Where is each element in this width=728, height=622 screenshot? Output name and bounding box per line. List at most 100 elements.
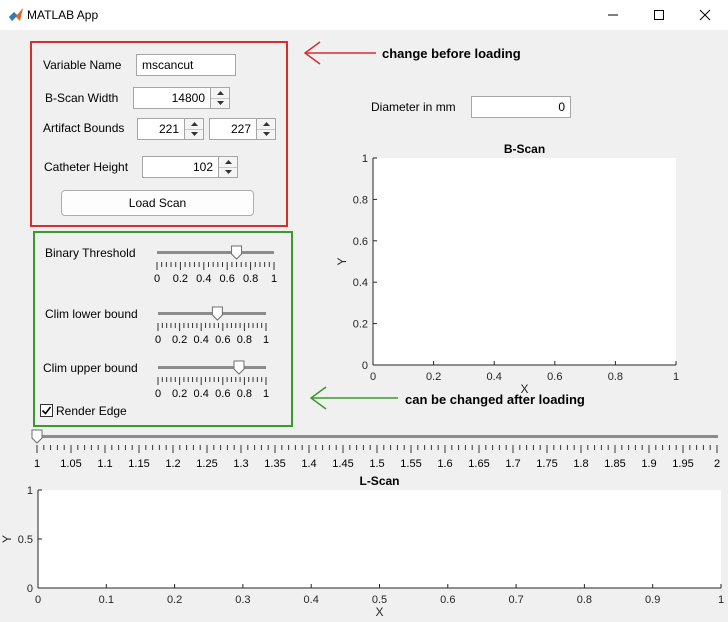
slider-tick-label: 1.55	[400, 458, 421, 470]
slider-tick-label: 1	[34, 458, 40, 470]
spin-down-icon[interactable]	[219, 167, 237, 177]
slider-tick-label: 1.6	[437, 458, 452, 470]
x-tick-label: 0.5	[372, 594, 387, 606]
clim-lower-slider[interactable]: 0 0.2 0.4 0.6 0.8 1	[150, 305, 274, 345]
slider-tick-label: 1.7	[505, 458, 520, 470]
slider-tick-label: 1.15	[128, 458, 149, 470]
x-tick-label: 0.1	[99, 594, 114, 606]
bscan-width-label: B-Scan Width	[45, 91, 119, 105]
slider-tick-label: 0.4	[194, 388, 209, 399]
window-title: MATLAB App	[27, 8, 99, 22]
slider-tick-label: 1	[263, 388, 269, 399]
load-settings-panel	[30, 41, 288, 227]
clim-upper-slider[interactable]: 0 0.2 0.4 0.6 0.8 1	[150, 359, 274, 399]
slider-tick-label: 0.2	[173, 273, 188, 284]
catheter-height-spinner[interactable]	[218, 156, 238, 178]
slider-tick-label: 1	[263, 334, 269, 345]
spin-down-icon[interactable]	[257, 129, 275, 139]
slider-tick-label: 1.45	[332, 458, 353, 470]
slider-tick-label: 0	[155, 334, 161, 345]
diameter-field[interactable]: 0	[471, 96, 571, 118]
variable-name-label: Variable Name	[43, 58, 122, 72]
clim-upper-label: Clim upper bound	[43, 361, 138, 375]
minimize-button[interactable]	[590, 0, 636, 30]
render-edge-label: Render Edge	[56, 404, 127, 418]
slider-thumb[interactable]	[31, 429, 43, 444]
x-tick-label: 0.4	[487, 371, 502, 383]
artifact-lower-field[interactable]: 221	[137, 118, 185, 140]
plot-area	[373, 158, 676, 365]
x-tick-label: 0	[370, 371, 376, 383]
render-edge-checkbox[interactable]	[40, 404, 53, 417]
slider-tick-label: 1.3	[233, 458, 248, 470]
x-tick-label: 0.4	[304, 594, 319, 606]
y-tick-label: 0.8	[353, 194, 368, 206]
slider-tick-label: 1.4	[301, 458, 316, 470]
green-arrow-icon	[309, 386, 398, 410]
slider-tick-label: 1.85	[604, 458, 625, 470]
frame-slider[interactable]: 1 1.05 1.1 1.15 1.2 1.25 1.3 1.35 1.4 1.45 1.5 1.55…	[28, 428, 728, 472]
slider-tick-label: 0.2	[172, 388, 187, 399]
slider-tick-label: 1.05	[60, 458, 81, 470]
slider-tick-label: 0.4	[196, 273, 211, 284]
slider-tick-label: 1.65	[468, 458, 489, 470]
bscan-width-field[interactable]: 14800	[133, 87, 211, 109]
annotation-before-loading: change before loading	[382, 46, 521, 61]
x-tick-label: 0.7	[508, 594, 523, 606]
slider-thumb[interactable]	[233, 360, 245, 375]
annotation-after-loading: can be changed after loading	[405, 392, 585, 407]
spin-down-icon[interactable]	[211, 98, 229, 108]
spin-down-icon[interactable]	[185, 129, 203, 139]
slider-tick-label: 1.75	[536, 458, 557, 470]
x-tick-label: 0.2	[167, 594, 182, 606]
lscan-axes[interactable]: 0 0.1 0.2 0.3 0.4 0.5 0.6 0.7 0.8 0.9 1 0 0.5 1 L-Scan…	[0, 470, 728, 622]
x-tick-label: 0.2	[426, 371, 441, 383]
x-tick-label: 1	[673, 371, 679, 383]
slider-thumb[interactable]	[211, 306, 223, 321]
slider-tick-label: 2	[714, 458, 720, 470]
spin-up-icon[interactable]	[257, 119, 275, 130]
y-tick-label: 0	[27, 583, 33, 595]
spin-up-icon[interactable]	[211, 88, 229, 99]
close-button[interactable]	[682, 0, 728, 30]
binary-threshold-slider[interactable]: 0 0.2 0.4 0.6 0.8 1	[150, 244, 282, 284]
slider-tick-label: 0.6	[215, 334, 230, 345]
slider-track	[157, 251, 274, 254]
y-tick-label: 0.2	[353, 319, 368, 331]
spin-up-icon[interactable]	[219, 157, 237, 168]
slider-tick-label: 0.2	[172, 334, 187, 345]
spin-up-icon[interactable]	[185, 119, 203, 130]
plot-title: B-Scan	[504, 142, 545, 156]
x-tick-label: 0.3	[235, 594, 250, 606]
slider-tick-label: 1.8	[573, 458, 588, 470]
binary-threshold-label: Binary Threshold	[45, 246, 136, 260]
catheter-height-label: Catheter Height	[44, 160, 129, 174]
slider-tick-label: 1.2	[165, 458, 180, 470]
x-tick-label: 0	[35, 594, 41, 606]
bscan-width-spinner[interactable]	[210, 87, 230, 109]
artifact-upper-spinner[interactable]	[256, 118, 276, 140]
maximize-button[interactable]	[636, 0, 682, 30]
slider-tick-label: 1.1	[97, 458, 112, 470]
variable-name-field[interactable]: mscancut	[136, 54, 236, 76]
y-tick-label: 1	[362, 153, 368, 165]
slider-thumb[interactable]	[231, 245, 243, 260]
slider-tick-label: 1	[271, 273, 277, 284]
x-tick-label: 0.6	[547, 371, 562, 383]
artifact-lower-spinner[interactable]	[184, 118, 204, 140]
x-tick-label: 0.8	[608, 371, 623, 383]
slider-tick-label: 1.25	[196, 458, 217, 470]
x-tick-label: 0.6	[440, 594, 455, 606]
clim-lower-label: Clim lower bound	[45, 307, 138, 321]
maximize-icon	[654, 10, 664, 20]
y-tick-label: 0.6	[353, 236, 368, 248]
slider-tick-label: 1.95	[672, 458, 693, 470]
close-icon	[699, 9, 711, 21]
catheter-height-field[interactable]: 102	[142, 156, 219, 178]
artifact-upper-field[interactable]: 227	[209, 118, 257, 140]
bscan-axes[interactable]: 0 0.2 0.4 0.6 0.8 1 0 0.2 0.4 0.6 0.8 1 B-Scan X Y	[330, 138, 690, 398]
slider-tick-label: 1.9	[641, 458, 656, 470]
slider-track	[158, 366, 266, 369]
y-tick-label: 0.4	[353, 277, 368, 289]
load-scan-button[interactable]: Load Scan	[61, 190, 254, 216]
